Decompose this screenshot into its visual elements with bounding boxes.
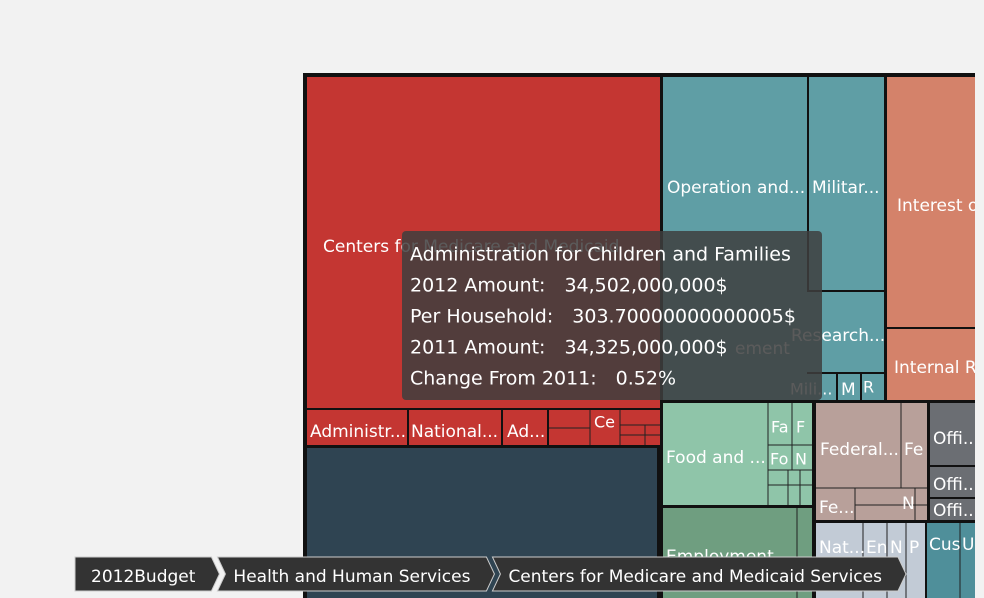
edge: [975, 0, 984, 598]
tile[interactable]: [930, 467, 975, 497]
breadcrumb-shape[interactable]: [216, 556, 495, 592]
tile-label: Fa: [771, 418, 789, 437]
tile[interactable]: [816, 403, 927, 520]
tile-label: Operation and...: [667, 178, 805, 198]
tile-label: Fo: [770, 450, 788, 469]
tile[interactable]: [862, 374, 884, 400]
tile-label: F: [796, 418, 805, 437]
tile-label: Administr...: [310, 422, 406, 442]
tooltip-value: 34,325,000,000$: [564, 337, 727, 359]
tile-label: M: [841, 380, 856, 400]
tile-label: Nat...: [819, 538, 865, 558]
breadcrumb-shape[interactable]: [491, 556, 907, 592]
tile[interactable]: [930, 403, 975, 465]
tile-label: N: [890, 538, 903, 558]
tile[interactable]: [838, 374, 860, 400]
tile[interactable]: [409, 410, 501, 445]
tile-label: U: [962, 535, 974, 555]
tile-label: Offi...: [933, 429, 979, 449]
tile-label: Cus: [929, 535, 961, 555]
tile-label: Interest o: [897, 196, 978, 216]
tile-label: Ce: [594, 413, 615, 432]
tile[interactable]: [927, 523, 975, 598]
tile-label: Offi...: [933, 475, 979, 495]
tile[interactable]: [930, 499, 975, 520]
tile[interactable]: [887, 329, 975, 400]
tile-label: Ad...: [507, 422, 545, 442]
tooltip-value: 34,502,000,000$: [564, 275, 727, 297]
breadcrumb-shape[interactable]: [74, 556, 220, 592]
tile[interactable]: [307, 410, 407, 445]
small-tiles: [549, 410, 660, 445]
breadcrumb-item[interactable]: Health and Human Services: [216, 556, 495, 592]
tooltip-label: Change From 2011:: [410, 368, 597, 390]
tile-label: N: [795, 450, 807, 469]
tile-label: Federal...: [820, 440, 899, 460]
tile-label: En: [866, 538, 888, 558]
tile-label: N: [902, 494, 915, 514]
tooltip-label: 2011 Amount:: [410, 337, 545, 359]
small-tiles: [767, 403, 812, 505]
tooltip: [402, 231, 822, 400]
tile-label: Militar...: [812, 178, 880, 198]
tile-label: R: [863, 378, 874, 397]
tile-label: Fe...: [819, 498, 855, 518]
breadcrumb-label[interactable]: Health and Human Services: [233, 567, 470, 587]
tile[interactable]: [887, 77, 975, 327]
tile-label: Internal R: [894, 358, 977, 378]
breadcrumb-item[interactable]: 2012Budget: [74, 556, 220, 592]
tile-label: Fe: [904, 440, 923, 460]
tile-label: Food and ...: [666, 448, 766, 468]
tile-label: Offi...: [933, 501, 979, 521]
breadcrumb-label[interactable]: Centers for Medicare and Medicaid Servic…: [508, 567, 882, 587]
tile[interactable]: [663, 403, 812, 505]
tooltip-label: 2012 Amount:: [410, 275, 545, 297]
tooltip-label: Per Household:: [410, 306, 553, 328]
tooltip-value: 0.52%: [616, 368, 676, 390]
breadcrumb-label[interactable]: 2012Budget: [91, 567, 196, 587]
small-tiles: [816, 403, 927, 520]
tile-label: P: [909, 538, 919, 558]
breadcrumb: 2012Budget Health and Human Services Cente…: [74, 556, 907, 592]
tile-label: National...: [411, 422, 498, 442]
tooltip-rows: 2012 Amount: 34,502,000,000$ Per Household…: [410, 275, 796, 390]
tile[interactable]: [503, 410, 547, 445]
tooltip-value: 303.70000000000005$: [572, 306, 796, 328]
breadcrumb-item[interactable]: Centers for Medicare and Medicaid Servic…: [491, 556, 907, 592]
tooltip-title: Administration for Children and Families: [410, 244, 791, 266]
